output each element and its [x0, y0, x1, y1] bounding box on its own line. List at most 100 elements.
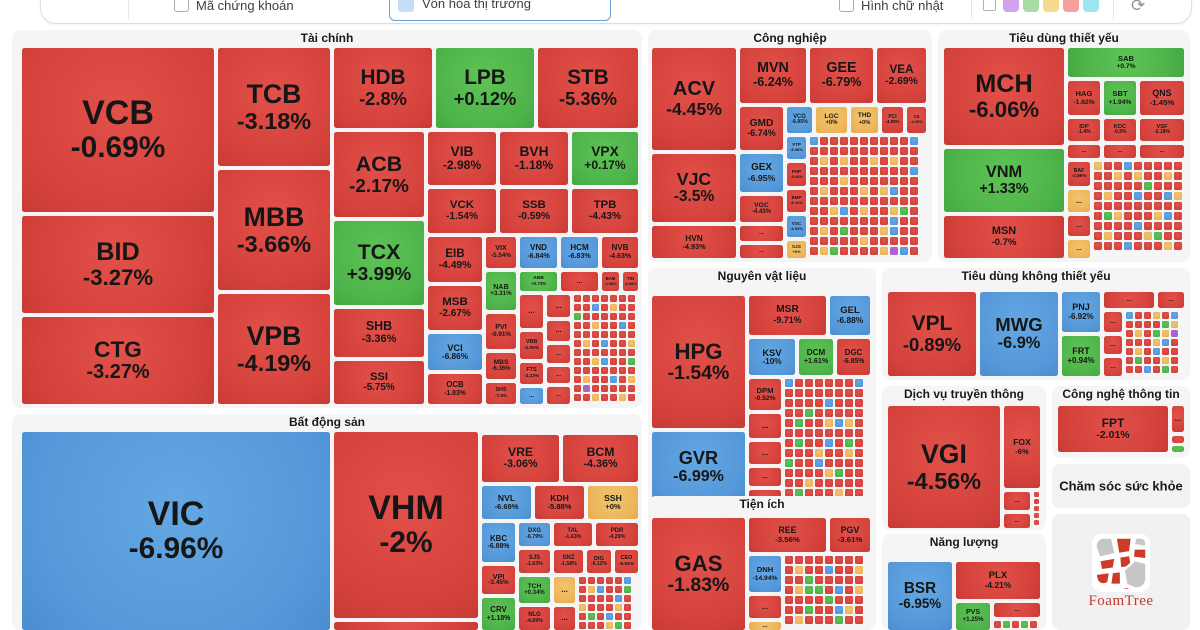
tile-small[interactable]	[830, 187, 838, 195]
tile-small[interactable]	[880, 137, 888, 145]
tile-small[interactable]	[785, 576, 793, 584]
tile-small[interactable]	[1172, 436, 1184, 443]
tile-bsr[interactable]: BSR -6.95%	[888, 562, 952, 630]
tile-small[interactable]	[1144, 366, 1151, 373]
tile-small[interactable]	[619, 358, 626, 365]
tile-small[interactable]	[910, 237, 918, 245]
tile-small[interactable]	[597, 577, 604, 584]
tile-small[interactable]	[579, 577, 586, 584]
tile-small[interactable]	[1126, 312, 1133, 319]
tile-small[interactable]	[588, 586, 595, 593]
tile-small[interactable]	[795, 389, 803, 397]
tile-small[interactable]	[1126, 321, 1133, 328]
tile-frt[interactable]: FRT +0.94%	[1062, 336, 1100, 376]
tile-vcb[interactable]: VCB -0.69%	[22, 48, 214, 212]
tile-small[interactable]	[820, 227, 828, 235]
tile-mbb[interactable]: MBB -3.66%	[218, 170, 330, 290]
tile-mch[interactable]: MCH -6.06%	[944, 48, 1064, 145]
tile-small[interactable]	[1134, 192, 1142, 200]
tile-small[interactable]: ...	[994, 603, 1040, 617]
tile-bcm[interactable]: BCM -4.36%	[563, 435, 638, 482]
tile-small[interactable]	[880, 177, 888, 185]
tile-small[interactable]	[1134, 202, 1142, 210]
tile-small[interactable]	[592, 385, 599, 392]
tile-small[interactable]	[588, 604, 595, 611]
tile-sbt[interactable]: SBT +1.94%	[1104, 81, 1136, 115]
tile-small[interactable]: ...	[749, 442, 781, 464]
tile-small[interactable]	[855, 556, 863, 564]
tile-small[interactable]	[805, 429, 813, 437]
tile-small[interactable]	[1144, 312, 1151, 319]
tile-tcb[interactable]: TCB -3.18%	[218, 48, 330, 166]
tile-small[interactable]	[1104, 192, 1112, 200]
tile-small[interactable]	[845, 389, 853, 397]
tile-small[interactable]	[1171, 366, 1178, 373]
tile-small[interactable]: ...	[1104, 292, 1154, 308]
tile-small[interactable]	[820, 147, 828, 155]
tile-small[interactable]	[1164, 242, 1172, 250]
tile-small[interactable]	[855, 419, 863, 427]
tile-small[interactable]	[835, 439, 843, 447]
tile-small[interactable]	[825, 479, 833, 487]
tile-small[interactable]	[1124, 212, 1132, 220]
tile-mvn[interactable]: MVN -6.24%	[740, 48, 806, 103]
tile-gas[interactable]: GAS -1.83%	[652, 518, 745, 630]
tile-small[interactable]	[825, 379, 833, 387]
tile-small[interactable]	[855, 389, 863, 397]
tile-small[interactable]	[628, 349, 635, 356]
tile-small[interactable]	[845, 449, 853, 457]
tile-small[interactable]	[855, 399, 863, 407]
tile-small[interactable]	[624, 595, 631, 602]
tile-small[interactable]	[1135, 321, 1142, 328]
tile-small[interactable]	[1154, 162, 1162, 170]
tile-vsf[interactable]: VSF -2.18%	[1140, 119, 1184, 141]
tile-small[interactable]	[890, 147, 898, 155]
tile-small[interactable]	[1114, 202, 1122, 210]
tile-vcg[interactable]: VCG -6.95%	[787, 107, 812, 133]
tile-nvl[interactable]: NVL -6.69%	[482, 486, 531, 519]
tile-small[interactable]	[592, 313, 599, 320]
tile-small[interactable]	[615, 622, 622, 629]
tile-small[interactable]	[815, 399, 823, 407]
tile-small[interactable]	[805, 449, 813, 457]
tile-gvr[interactable]: GVR -6.99%	[652, 432, 745, 502]
tile-small[interactable]	[1174, 192, 1182, 200]
tile-small[interactable]	[1144, 162, 1152, 170]
tile-small[interactable]	[1144, 339, 1151, 346]
tile-small[interactable]	[592, 304, 599, 311]
tile-small[interactable]	[855, 449, 863, 457]
tile-tch[interactable]: TCH +0.34%	[519, 577, 550, 603]
tile-small[interactable]	[1135, 339, 1142, 346]
tile-small[interactable]	[1174, 162, 1182, 170]
tile-small[interactable]	[840, 237, 848, 245]
tile-small[interactable]	[1174, 202, 1182, 210]
tile-small[interactable]	[880, 157, 888, 165]
tile-small[interactable]	[835, 556, 843, 564]
tile-small[interactable]	[910, 207, 918, 215]
tile-small[interactable]	[785, 556, 793, 564]
tile-small[interactable]	[1162, 348, 1169, 355]
tile-small[interactable]: ...	[749, 468, 781, 486]
tile-small[interactable]	[1126, 357, 1133, 364]
tile-small[interactable]: ...	[749, 596, 781, 618]
tile-small[interactable]	[825, 429, 833, 437]
tile-tcx[interactable]: TCX +3.99%	[334, 221, 424, 305]
ticker-checkbox-label[interactable]: Mã chứng khoán	[196, 0, 294, 13]
tile-small[interactable]	[910, 157, 918, 165]
tile-small[interactable]	[825, 389, 833, 397]
tile-small[interactable]	[810, 217, 818, 225]
tile-tpb[interactable]: TPB -4.43%	[572, 189, 638, 233]
tile-small[interactable]	[619, 322, 626, 329]
tile-small[interactable]	[825, 566, 833, 574]
tile-small[interactable]: ...	[1104, 336, 1122, 354]
tile-small[interactable]	[1124, 232, 1132, 240]
tile-small[interactable]	[835, 586, 843, 594]
tile-small[interactable]	[1135, 357, 1142, 364]
tile-small[interactable]	[1162, 321, 1169, 328]
tile-small[interactable]	[805, 616, 813, 624]
tile-mwg[interactable]: MWG -6.9%	[980, 292, 1058, 376]
tile-small[interactable]: ...	[749, 414, 781, 438]
tile-small[interactable]: ...	[1068, 190, 1090, 212]
tile-small[interactable]	[785, 489, 793, 497]
tile-small[interactable]	[619, 385, 626, 392]
